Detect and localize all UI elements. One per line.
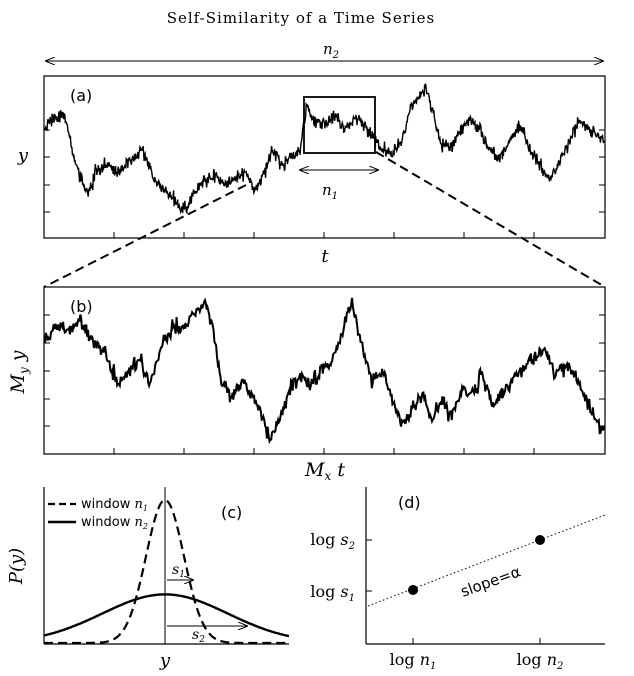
panel-a-time-series <box>44 83 605 215</box>
zoom-line-left <box>43 184 247 288</box>
panel-c-label: (c) <box>221 503 242 522</box>
figure-title: Self-Similarity of a Time Series <box>167 9 436 27</box>
panel-c-y-label: P(y) <box>6 548 27 585</box>
panel-c-x-label: y <box>159 650 171 671</box>
data-point-n1 <box>408 585 418 595</box>
zoom-line-right <box>375 151 606 288</box>
panel-a-frame <box>43 75 606 239</box>
panel-c-legend: window n1 window n2 <box>48 497 148 531</box>
x-tick-log-n2: log n2 <box>517 650 564 672</box>
y-tick-log-s1: log s1 <box>310 582 355 604</box>
zoom-window <box>303 96 376 154</box>
panel-a-ticks <box>44 129 605 238</box>
panel-a-label: (a) <box>70 86 92 105</box>
panel-d: (d) slope=α log s2 log s1 log n1 log n2 <box>310 487 606 672</box>
legend-window-n1: window n1 <box>81 497 148 513</box>
y-tick-log-s2: log s2 <box>310 530 355 552</box>
n1-label: n1 <box>322 181 338 202</box>
panel-b-y-label: My y <box>7 350 31 394</box>
panel-b-ticks <box>44 314 605 454</box>
data-point-n2 <box>535 535 545 545</box>
s2-label: s2 <box>192 627 205 645</box>
panel-d-label: (d) <box>398 493 421 512</box>
slope-label: slope=α <box>458 562 523 600</box>
panel-c: s1 s2 window n1 window n2 (c) P(y) y <box>6 487 290 671</box>
legend-window-n2: window n2 <box>81 515 148 531</box>
x-tick-log-n1: log n1 <box>390 650 437 672</box>
gaussian-window-n2 <box>43 593 290 638</box>
panel-a-y-label: y <box>17 145 29 166</box>
panel-b-time-series <box>44 297 605 445</box>
s1-label: s1 <box>172 562 185 580</box>
panel-b-x-label: Mx t <box>304 459 345 483</box>
panel-b-label: (b) <box>70 297 93 316</box>
n2-label: n2 <box>323 40 339 61</box>
panel-a-x-label: t <box>321 246 329 267</box>
